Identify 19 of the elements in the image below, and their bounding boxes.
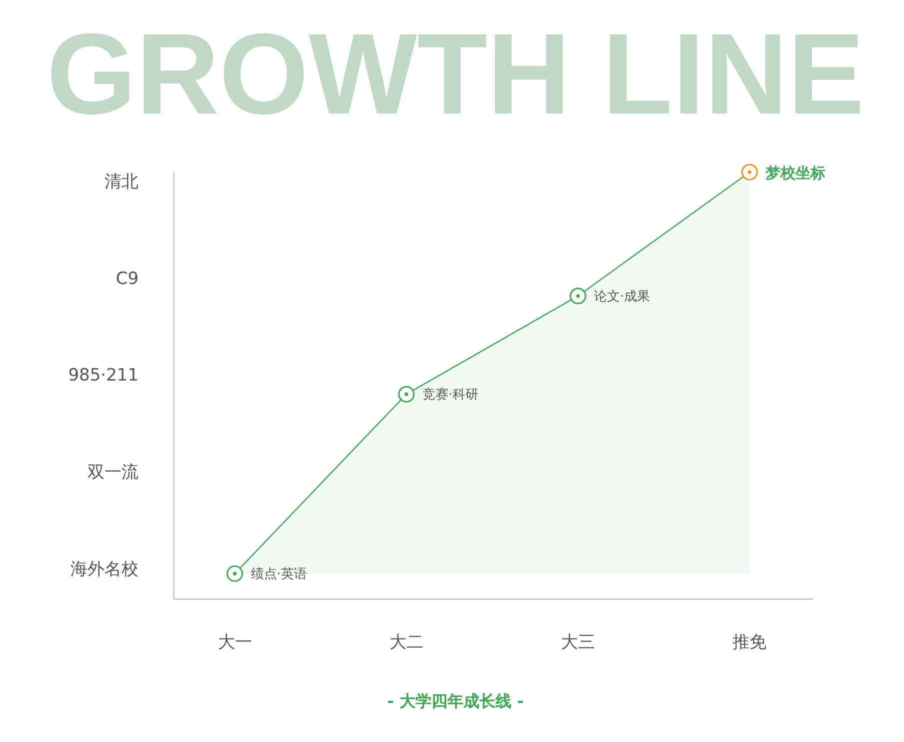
text: 清北 [104,172,139,192]
text: 985·211 [68,366,139,386]
point [226,565,244,582]
annotation: 梦校坐标 [764,164,826,182]
text: 双一流 [88,462,139,482]
text: 海外名校 [70,559,139,580]
x-tick-label: 大三 [561,632,595,652]
point [398,386,415,403]
annotation: 论文·成果 [594,289,650,304]
chart-title: GROWTH LINE [46,10,864,138]
point [570,288,586,304]
x-tick-label: 大一 [218,632,252,652]
annotation: 绩点·英语 [250,567,307,582]
x-tick-label: 大二 [389,632,424,652]
x-axis-title: - 大学四年成长线 - [387,692,524,710]
x-tick-label: 推免 [732,632,767,652]
text: C9 [116,268,139,289]
point [741,164,758,180]
annotation: 竞赛·科研 [422,386,479,403]
